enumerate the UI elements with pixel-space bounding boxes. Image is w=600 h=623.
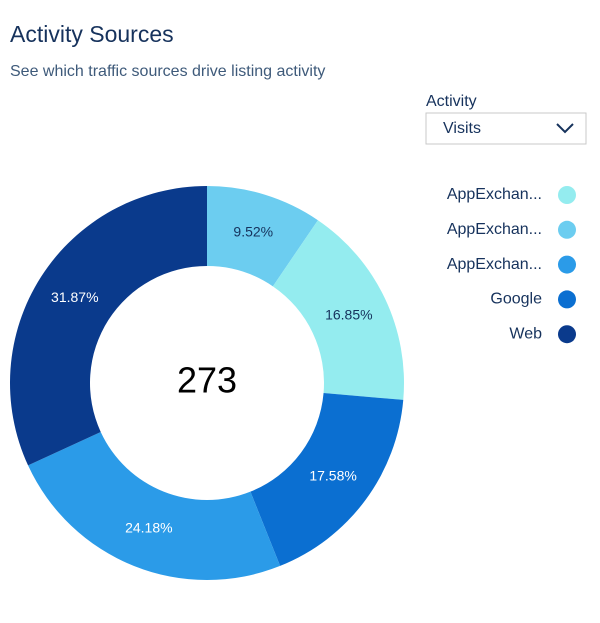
legend-label: AppExchan... bbox=[447, 221, 542, 238]
legend-label: Google bbox=[490, 291, 542, 308]
legend-swatch bbox=[558, 255, 576, 274]
legend-swatch bbox=[558, 290, 576, 309]
legend-swatch bbox=[558, 186, 576, 204]
title: Activity Sources bbox=[10, 21, 174, 47]
legend-label: Web bbox=[509, 325, 542, 342]
subtitle: See which traffic sources drive listing … bbox=[10, 63, 325, 80]
chevron[interactable] bbox=[556, 123, 574, 134]
dropdown-value[interactable]: Visits bbox=[443, 120, 481, 137]
slice-label: 31.87% bbox=[51, 289, 98, 305]
slice-label: 16.85% bbox=[325, 306, 372, 322]
legend-label: AppExchan... bbox=[447, 256, 542, 273]
legend-swatch bbox=[558, 220, 576, 239]
legend-swatch bbox=[558, 325, 576, 344]
dropdown[interactable]: Visits bbox=[425, 112, 587, 145]
donut-slice bbox=[272, 220, 404, 400]
donut-slice bbox=[9, 185, 207, 466]
slice-label: 17.58% bbox=[309, 467, 356, 483]
filter-label: Activity bbox=[426, 93, 477, 110]
total: 273 bbox=[177, 360, 237, 401]
slice-label: 24.18% bbox=[125, 520, 172, 536]
donut-slice bbox=[207, 186, 318, 287]
donut-slice bbox=[250, 393, 404, 566]
donut-slice bbox=[28, 431, 281, 580]
dropdown-box[interactable] bbox=[425, 112, 587, 145]
legend-label: AppExchan... bbox=[447, 186, 542, 203]
slice-label: 9.52% bbox=[233, 224, 273, 240]
